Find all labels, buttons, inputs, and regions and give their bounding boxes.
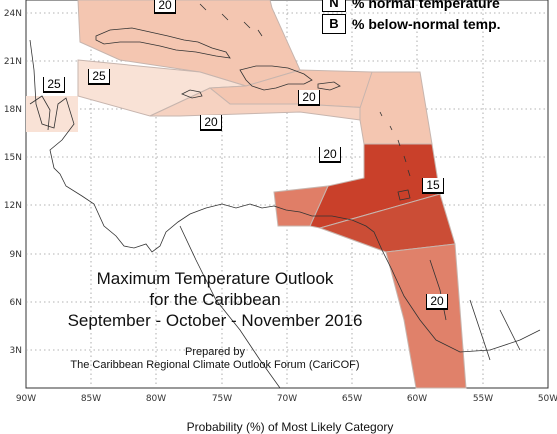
jamaica-outline xyxy=(181,89,203,99)
yucatan-outline xyxy=(29,95,51,131)
puerto-rico-outline xyxy=(317,81,341,91)
map-title: Maximum Temperature Outlook for the Cari… xyxy=(40,268,390,331)
below-value: 20 xyxy=(319,147,341,162)
x-tick-label: 55W xyxy=(473,394,493,404)
y-tick-label: 9N xyxy=(10,250,22,260)
title-line-3: September - October - November 2016 xyxy=(67,311,363,330)
hispaniola-outline xyxy=(239,65,313,91)
x-tick-label: 85W xyxy=(81,394,101,404)
x-tick-label: 60W xyxy=(407,394,427,404)
y-tick-label: 3N xyxy=(10,346,22,356)
bahamas-islands xyxy=(199,3,263,37)
forecast-zones xyxy=(26,0,467,389)
zone-guianas-south xyxy=(385,243,467,389)
south-america-coast xyxy=(273,205,541,353)
below-value: 25 xyxy=(88,69,110,84)
prepared-by-label: Prepared by xyxy=(185,346,245,358)
title-line-1: Maximum Temperature Outlook xyxy=(96,269,334,288)
legend-row-below: B % below-normal temp. xyxy=(322,14,542,34)
legend-row-normal: N % normal temperature xyxy=(322,0,542,12)
y-tick-label: 12N xyxy=(4,201,22,211)
zone-lesser-antilles xyxy=(309,143,441,229)
x-tick-label: 80W xyxy=(146,394,166,404)
trinidad-outline xyxy=(397,189,411,201)
colombia-inland xyxy=(179,225,281,389)
below-value: 20 xyxy=(200,115,222,130)
x-tick-label: 65W xyxy=(342,394,362,404)
y-tick-label: 21N xyxy=(4,57,22,67)
legend-code-normal: N xyxy=(322,0,346,12)
below-value: 20 xyxy=(154,0,176,13)
below-value: 25 xyxy=(43,77,65,92)
lesser-antilles-islands xyxy=(379,111,411,177)
x-tick-label: 75W xyxy=(212,394,232,404)
central-america-outline xyxy=(29,39,275,253)
bottom-caption: Probability (%) of Most Likely Category xyxy=(186,420,394,434)
land-outlines xyxy=(29,3,541,389)
x-tick-label: 70W xyxy=(277,394,297,404)
legend-text-normal: % normal temperature xyxy=(352,0,500,11)
guiana-rivers xyxy=(429,259,521,361)
prepared-by: Prepared by The Caribbean Regional Clima… xyxy=(40,346,390,372)
y-tick-label: 6N xyxy=(10,298,22,308)
x-axis-ticks: 90W 85W 80W 75W 70W 65W 60W 55W 50W xyxy=(16,394,557,404)
below-value: 20 xyxy=(298,90,320,105)
y-tick-label: 15N xyxy=(4,153,22,163)
x-tick-label: 90W xyxy=(16,394,36,404)
zone-west-caribbean xyxy=(26,96,78,132)
below-value: 20 xyxy=(426,294,448,309)
legend-text-below: % below-normal temp. xyxy=(352,16,501,32)
zone-lesser-antilles-north xyxy=(359,71,433,145)
legend: N % normal temperature B % below-normal … xyxy=(322,0,542,40)
prepared-by-org: The Caribbean Regional Climate Outlook F… xyxy=(70,359,360,371)
y-axis-ticks: 24N 21N 18N 15N 12N 9N 6N 3N xyxy=(4,9,22,356)
cuba-outline xyxy=(95,27,231,59)
y-tick-label: 24N xyxy=(4,9,22,19)
title-line-2: for the Caribbean xyxy=(149,290,281,309)
y-tick-label: 18N xyxy=(4,105,22,115)
x-tick-label: 50W xyxy=(538,394,557,404)
below-value: 15 xyxy=(422,178,444,193)
legend-code-below: B xyxy=(322,14,346,34)
